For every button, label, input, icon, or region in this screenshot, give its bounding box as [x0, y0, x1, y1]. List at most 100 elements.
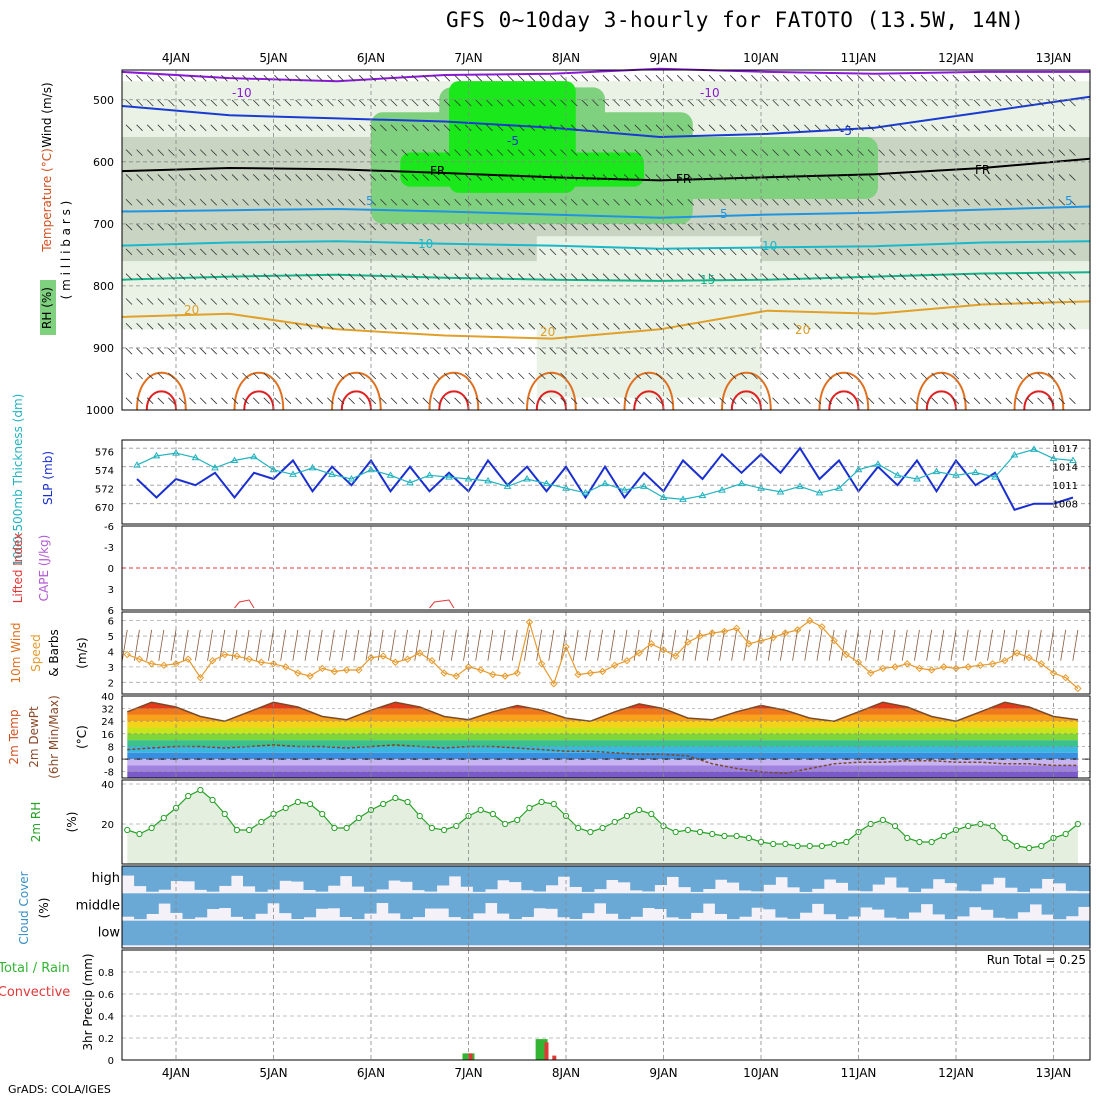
rh2m-marker	[477, 806, 484, 814]
wind-barb	[528, 124, 536, 132]
cloud-bar	[908, 866, 922, 892]
wind-barb	[782, 273, 790, 280]
wind-barb	[1005, 298, 1013, 305]
wind-speed-marker	[671, 652, 680, 660]
temp-contour-30	[925, 390, 957, 411]
wind-barb	[1037, 198, 1044, 206]
wind-barb	[210, 397, 218, 405]
wind-speed-marker	[294, 669, 302, 677]
y-tick-label: 24	[101, 717, 114, 728]
cloud-bar	[763, 893, 776, 910]
wind-barb	[938, 629, 945, 661]
wind-barb	[348, 397, 355, 405]
wind-barb	[316, 223, 324, 231]
wind-barb	[867, 198, 875, 206]
cloud-bar	[920, 893, 934, 905]
wind-barb	[528, 298, 536, 305]
wind-barb	[708, 323, 716, 330]
wind-barb	[899, 248, 907, 256]
wind-speed-marker	[269, 660, 278, 668]
wind-barb	[634, 223, 642, 231]
wind-barb	[517, 198, 525, 206]
wind-barb	[178, 223, 186, 231]
wind-barb	[751, 372, 758, 380]
wind-barb	[433, 298, 440, 305]
wind-barb	[221, 372, 228, 380]
contour-label: 5	[366, 194, 374, 208]
wind-barb	[454, 372, 461, 380]
wind-barb	[305, 124, 313, 132]
wind-barb	[804, 223, 811, 231]
wind-barb	[454, 397, 461, 405]
cloud-bar	[388, 866, 401, 881]
cloud-bar	[485, 866, 498, 890]
wind-barb	[1016, 124, 1023, 132]
wind-barb	[422, 273, 430, 280]
wind-barb	[592, 248, 599, 256]
wind-barb	[305, 248, 313, 256]
wind-barb	[984, 273, 991, 280]
wind-barb	[199, 124, 207, 132]
wind-barb	[1005, 273, 1013, 280]
wind-barb	[136, 174, 143, 181]
wind-barb	[157, 124, 165, 132]
wind-barb	[926, 629, 933, 661]
cloud-bar	[920, 920, 934, 946]
rh2m-marker	[428, 824, 436, 832]
wind-barb	[761, 397, 769, 405]
wind-barb	[687, 149, 695, 156]
wind-barb	[295, 99, 302, 107]
wind-barb	[592, 149, 599, 156]
wind-barb	[698, 273, 705, 280]
wind-barb	[676, 273, 684, 280]
wind-barb	[358, 298, 366, 305]
wind-barb	[888, 372, 896, 380]
wind-barb	[910, 174, 917, 181]
wind-barb	[390, 99, 398, 107]
wind-barb	[740, 99, 748, 107]
wind-speed-marker	[611, 661, 619, 670]
wind-barb	[380, 124, 387, 132]
wind-speed-marker	[172, 660, 180, 668]
wind-barb	[1069, 149, 1076, 156]
wind-barb	[570, 149, 578, 156]
wind-barb	[708, 273, 716, 280]
wind-barb	[782, 397, 790, 405]
wind-barb	[572, 629, 579, 661]
wind-barb	[528, 323, 536, 330]
rh2m-marker	[124, 826, 131, 834]
wind-barb	[454, 323, 461, 330]
wind-barb	[1037, 174, 1044, 181]
wind-barb	[899, 198, 907, 206]
thickness-marker	[815, 488, 824, 496]
wind-barb	[931, 124, 938, 132]
wind-barb	[920, 198, 928, 206]
wind-barb	[676, 223, 684, 231]
cloud-bar	[993, 893, 1006, 918]
wind-speed-marker	[440, 669, 448, 677]
wind-barb	[666, 74, 673, 82]
wind-barb	[623, 372, 631, 380]
cloud-bar	[472, 893, 486, 914]
cloud-bar	[702, 866, 716, 889]
wind-barb	[210, 298, 218, 305]
wind-barb	[1026, 347, 1034, 355]
wind-barb	[528, 99, 536, 107]
cloud-bar	[702, 893, 716, 904]
rh-legend-swatch	[40, 280, 56, 335]
contour-label: FR	[676, 172, 691, 186]
wind-barb	[698, 99, 705, 107]
rh2m-marker	[392, 794, 399, 802]
wind-barb	[950, 629, 957, 661]
x-tick-label-bottom: 11JAN	[841, 1066, 877, 1080]
wind-barb	[528, 248, 536, 256]
cloud-bar	[436, 866, 450, 886]
wind-barb	[475, 223, 483, 231]
wind-barb	[592, 174, 599, 181]
wind-barb	[337, 273, 345, 280]
wind-speed-marker	[891, 663, 899, 671]
wind-barb	[358, 223, 366, 231]
wind-barb	[316, 347, 324, 355]
wind-barb	[284, 223, 292, 231]
cloud-bar	[690, 866, 704, 892]
